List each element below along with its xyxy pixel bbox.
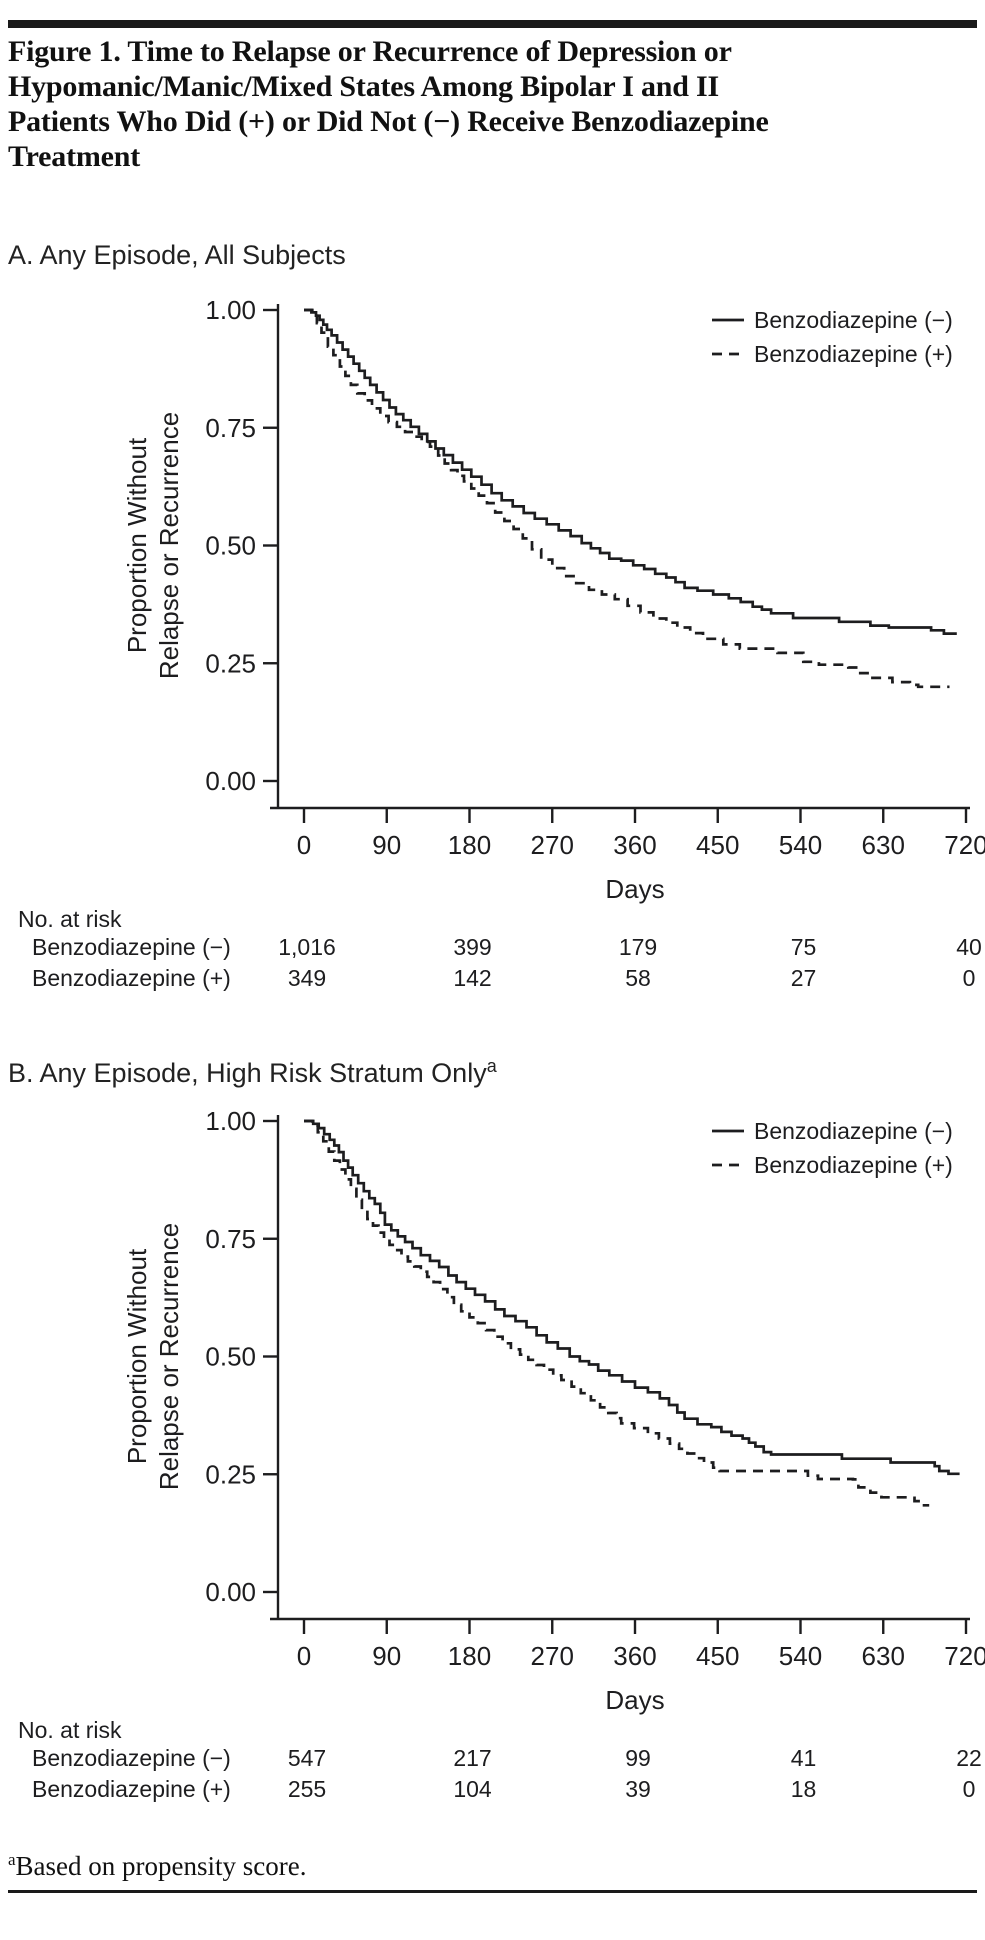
- risk-count: 179: [619, 934, 657, 960]
- risk-count: 39: [625, 1776, 651, 1802]
- y-tick-label: 0.25: [205, 648, 256, 678]
- panel-b-heading: B. Any Episode, High Risk Stratum Onlya: [8, 1056, 497, 1089]
- bottom-rule: [8, 1890, 977, 1893]
- footnote-text: Based on propensity score.: [15, 1851, 307, 1881]
- x-tick-label: 630: [862, 1641, 905, 1671]
- y-tick-label: 0.25: [205, 1459, 256, 1489]
- km-curve-dashed: [304, 308, 950, 689]
- x-tick-label: 630: [862, 830, 905, 860]
- panel-b-heading-superscript: a: [486, 1056, 497, 1076]
- x-tick-label: 90: [372, 830, 401, 860]
- km-curve-solid: [304, 1119, 960, 1476]
- risk-count: 0: [963, 965, 976, 991]
- figure-title-line: Hypomanic/Manic/Mixed States Among Bipol…: [8, 70, 719, 103]
- x-axis-title: Days: [605, 874, 664, 904]
- risk-count: 255: [288, 1776, 326, 1802]
- panel-a-km-chart: 1.000.750.500.250.000 90 180 270 360 450 540 63…: [18, 295, 985, 991]
- panel-b-heading-text: B. Any Episode, High Risk Stratum Only: [8, 1058, 487, 1088]
- risk-count: 58: [625, 965, 651, 991]
- legend-label: Benzodiazepine (+): [754, 341, 953, 367]
- risk-table-title: No. at risk: [18, 1717, 122, 1743]
- x-tick-label: 540: [779, 830, 822, 860]
- risk-count: 40: [956, 934, 982, 960]
- x-tick-label: 720: [944, 1641, 985, 1671]
- y-tick-label: 0.00: [205, 1577, 256, 1607]
- risk-count: 22: [956, 1745, 982, 1771]
- risk-count: 41: [791, 1745, 817, 1771]
- panel-b-km-chart: 1.000.750.500.250.000 90 180 270 360 450 540 63…: [18, 1106, 985, 1802]
- y-axis-title-line: Proportion Without: [122, 1248, 152, 1464]
- x-tick-label: 360: [613, 830, 656, 860]
- x-tick-label: 450: [696, 1641, 739, 1671]
- y-tick-label: 0.00: [205, 766, 256, 796]
- km-curve-dashed: [304, 1119, 930, 1507]
- x-tick-label: 270: [531, 830, 574, 860]
- risk-count: 99: [625, 1745, 651, 1771]
- y-axis-title-line: Relapse or Recurrence: [154, 412, 184, 679]
- risk-count: 27: [791, 965, 817, 991]
- risk-count: 547: [288, 1745, 326, 1771]
- risk-row-label: Benzodiazepine (+): [32, 1776, 231, 1802]
- risk-count: 75: [791, 934, 817, 960]
- x-tick-label: 180: [448, 1641, 491, 1671]
- x-tick-label: 540: [779, 1641, 822, 1671]
- legend-label: Benzodiazepine (−): [754, 1118, 953, 1144]
- risk-table-title: No. at risk: [18, 906, 122, 932]
- legend-label: Benzodiazepine (+): [754, 1152, 953, 1178]
- x-tick-label: 450: [696, 830, 739, 860]
- panel-a-heading: A. Any Episode, All Subjects: [8, 238, 346, 271]
- risk-count: 399: [453, 934, 491, 960]
- figure-footnote: aBased on propensity score.: [8, 1850, 306, 1882]
- risk-row-label: Benzodiazepine (+): [32, 965, 231, 991]
- y-tick-label: 1.00: [205, 1106, 256, 1136]
- risk-row-label: Benzodiazepine (−): [32, 1745, 231, 1771]
- x-tick-label: 0: [297, 830, 311, 860]
- y-axis-title-line: Relapse or Recurrence: [154, 1223, 184, 1490]
- panel-a-heading-text: A. Any Episode, All Subjects: [8, 240, 346, 270]
- x-axis-title: Days: [605, 1685, 664, 1715]
- risk-count: 104: [453, 1776, 492, 1802]
- top-rule: [8, 20, 977, 28]
- y-tick-label: 0.50: [205, 1342, 256, 1372]
- y-tick-label: 1.00: [205, 295, 256, 325]
- y-tick-label: 0.75: [205, 1224, 256, 1254]
- x-tick-label: 360: [613, 1641, 656, 1671]
- y-tick-label: 0.50: [205, 531, 256, 561]
- figure-title-line: Patients Who Did (+) or Did Not (−) Rece…: [8, 105, 769, 138]
- y-tick-label: 0.75: [205, 413, 256, 443]
- x-tick-label: 90: [372, 1641, 401, 1671]
- footnote-marker: a: [8, 1850, 16, 1869]
- y-axis-title-line: Proportion Without: [122, 437, 152, 653]
- risk-count: 142: [453, 965, 491, 991]
- figure-title-line: Figure 1. Time to Relapse or Recurrence …: [8, 35, 732, 68]
- x-tick-label: 180: [448, 830, 491, 860]
- x-tick-label: 0: [297, 1641, 311, 1671]
- risk-count: 1,016: [278, 934, 336, 960]
- risk-count: 349: [288, 965, 326, 991]
- legend-label: Benzodiazepine (−): [754, 307, 953, 333]
- x-tick-label: 270: [531, 1641, 574, 1671]
- figure-title: Figure 1. Time to Relapse or Recurrence …: [8, 34, 828, 174]
- risk-count: 0: [963, 1776, 976, 1802]
- figure-title-line: Treatment: [8, 140, 141, 173]
- x-tick-label: 720: [944, 830, 985, 860]
- km-curve-solid: [304, 308, 957, 635]
- risk-row-label: Benzodiazepine (−): [32, 934, 231, 960]
- risk-count: 18: [791, 1776, 817, 1802]
- risk-count: 217: [453, 1745, 491, 1771]
